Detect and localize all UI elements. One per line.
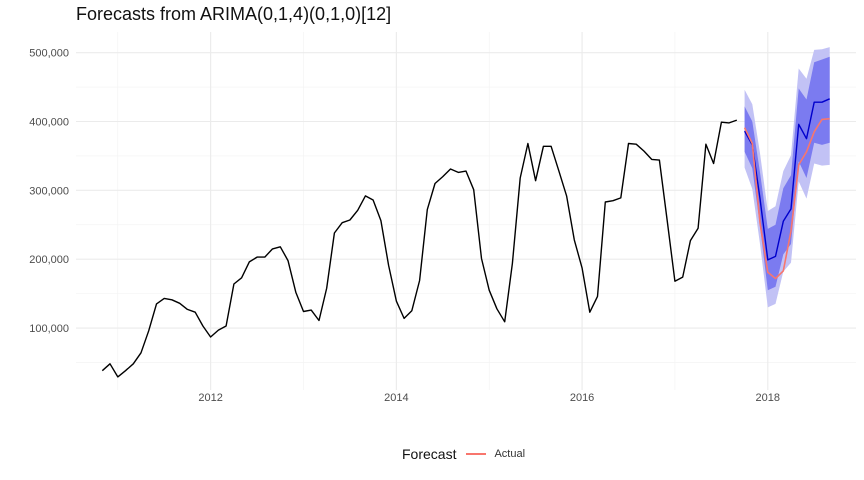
y-tick-label: 100,000: [29, 323, 69, 335]
y-tick-label: 400,000: [29, 117, 69, 129]
x-tick-label: 2016: [570, 392, 594, 404]
history-line: [101, 119, 738, 378]
prediction-band-80: [744, 56, 830, 291]
x-tick-label: 2014: [384, 392, 408, 404]
grid-major: [76, 32, 856, 390]
x-tick-label: 2012: [198, 392, 222, 404]
y-tick-label: 500,000: [29, 48, 69, 60]
y-axis-ticks: 100,000 200,000 300,000 400,000 500,000: [29, 48, 69, 335]
band-80-layer: [744, 56, 830, 291]
y-tick-label: 200,000: [29, 254, 69, 266]
legend-key-actual: [466, 453, 487, 455]
actual-line: [743, 117, 830, 280]
forecast-mean-line: [743, 98, 830, 261]
grid-minor: [76, 32, 856, 390]
legend-title: Forecast: [402, 446, 457, 462]
lines-layer: [101, 98, 830, 378]
x-axis-ticks: 2012 2014 2016 2018: [198, 392, 780, 404]
legend-label-actual: Actual: [494, 448, 526, 460]
y-tick-label: 300,000: [29, 185, 69, 197]
x-tick-label: 2018: [756, 392, 780, 404]
chart-title: Forecasts from ARIMA(0,1,4)(0,1,0)[12]: [76, 4, 392, 24]
legend: Forecast Actual: [402, 445, 525, 463]
